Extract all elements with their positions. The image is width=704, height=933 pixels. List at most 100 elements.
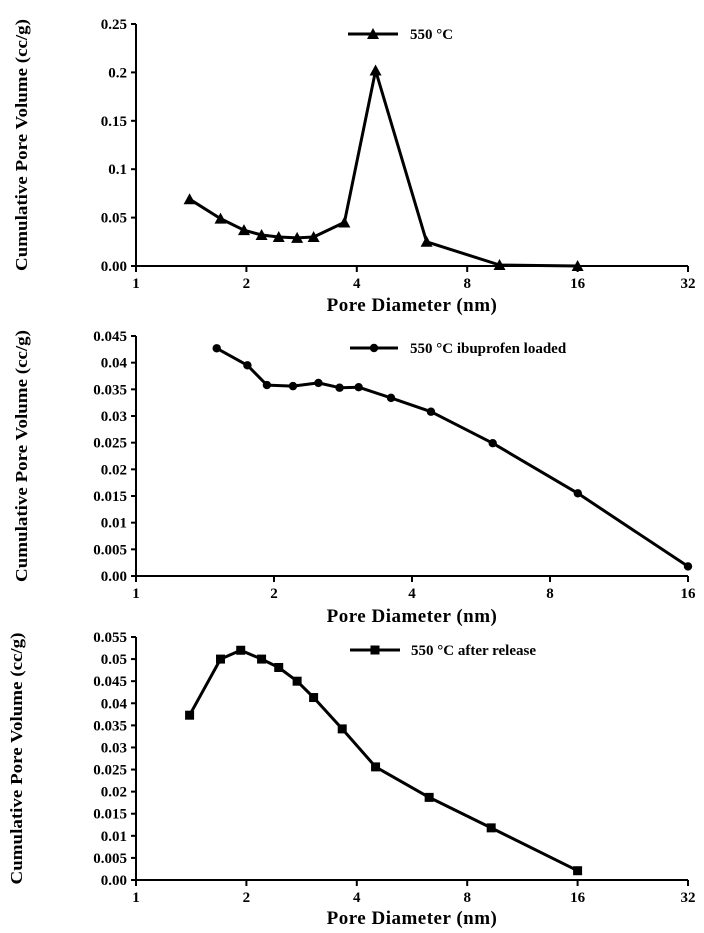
legend: 550 °C after release <box>350 643 536 659</box>
chart-panel-2: 0.00 0.005 0.01 0.015 0.02 0.025 0.03 0.035 0.04… <box>12 329 696 627</box>
series-line <box>188 69 578 268</box>
data-point <box>288 381 298 391</box>
y-tick-label: 0.015 <box>93 807 127 823</box>
data-point <box>573 489 583 498</box>
y-tick-label: 0.03 <box>101 740 127 756</box>
x-tick-label: 8 <box>546 586 554 602</box>
chart-panel-3: 0.00 0.005 0.01 0.015 0.02 0.025 0.03 0.035 0.04… <box>7 630 696 929</box>
data-point <box>338 216 351 228</box>
y-tick-label: 0.2 <box>108 65 127 81</box>
legend-marker <box>369 343 379 353</box>
x-tick-label: 4 <box>353 890 361 906</box>
y-tick-label: 0.03 <box>101 409 127 425</box>
data-point <box>255 229 268 241</box>
data-point <box>292 676 302 686</box>
legend: 550 °C <box>348 27 453 43</box>
data-point <box>309 693 319 703</box>
x-tick-label: 2 <box>270 586 278 602</box>
data-point <box>291 231 304 243</box>
data-point <box>257 654 267 664</box>
x-tick-label: 32 <box>681 276 696 292</box>
x-tick-label: 2 <box>243 890 251 906</box>
x-tick-label: 4 <box>353 276 361 292</box>
y-tick-label: 0.005 <box>93 542 127 558</box>
data-point <box>185 710 195 720</box>
x-tick-label: 4 <box>408 586 416 602</box>
series-line <box>215 346 689 568</box>
series-line <box>188 648 579 873</box>
data-point <box>420 235 433 247</box>
data-point <box>337 724 347 734</box>
data-point <box>236 645 246 655</box>
data-point <box>424 792 434 802</box>
data-point <box>272 230 285 242</box>
y-axis-label: Cumulative Pore Volume (cc/g) <box>12 330 31 582</box>
chart-panel-1: 0.00 0.05 0.1 0.15 0.2 0.25 1 2 4 8 16 32 Pore Diame… <box>12 17 696 316</box>
x-tick-label: 1 <box>132 586 140 602</box>
x-tick-label: 16 <box>570 890 586 906</box>
data-point <box>243 361 252 370</box>
data-point <box>262 380 272 390</box>
y-tick-label: 0.045 <box>93 329 127 345</box>
data-point <box>573 866 583 876</box>
data-point <box>488 439 497 448</box>
y-tick-label: 0.055 <box>93 630 127 646</box>
y-tick-label: 0.025 <box>93 436 127 452</box>
y-tick-label: 0.045 <box>93 674 127 690</box>
y-tick-label: 0.05 <box>101 652 127 668</box>
x-tick-label: 1 <box>132 890 140 906</box>
legend: 550 °C ibuprofen loaded <box>350 341 567 357</box>
data-point <box>216 654 226 664</box>
y-tick-label: 0.00 <box>101 259 127 275</box>
data-point <box>237 224 250 236</box>
y-tick-label: 0.02 <box>101 785 127 801</box>
y-tick-label: 0.005 <box>93 851 127 867</box>
data-point <box>493 259 506 271</box>
y-tick-label: 0.25 <box>101 17 127 33</box>
x-axis-label: Pore Diameter (nm) <box>327 908 498 929</box>
legend-label: 550 °C ibuprofen loaded <box>410 341 567 357</box>
legend-marker <box>370 645 380 655</box>
y-tick-label: 0.01 <box>101 516 127 532</box>
y-tick-label: 0.00 <box>101 569 127 585</box>
data-point <box>274 662 284 672</box>
y-tick-label: 0.1 <box>108 162 127 178</box>
legend-marker <box>367 28 379 39</box>
y-tick-label: 0.15 <box>101 114 127 130</box>
data-point <box>426 407 436 416</box>
data-point <box>683 562 693 571</box>
x-axis-label: Pore Diameter (nm) <box>327 295 498 316</box>
y-tick-label: 0.05 <box>101 211 127 227</box>
x-axis-label: Pore Diameter (nm) <box>327 606 498 627</box>
y-axis-label: Cumulative Pore Volume (cc/g) <box>12 19 31 271</box>
data-point <box>214 212 227 224</box>
x-tick-label: 2 <box>243 276 251 292</box>
data-point <box>369 64 382 76</box>
y-tick-label: 0.04 <box>101 696 128 712</box>
data-point <box>335 383 344 392</box>
x-tick-label: 32 <box>681 890 696 906</box>
legend-label: 550 °C <box>410 27 453 43</box>
x-tick-label: 8 <box>463 276 471 292</box>
legend-label: 550 °C after release <box>411 643 536 659</box>
data-point <box>571 260 584 271</box>
data-point <box>314 378 323 388</box>
x-tick-label: 8 <box>463 890 471 906</box>
data-point <box>371 762 381 772</box>
y-tick-label: 0.01 <box>101 829 127 845</box>
data-point <box>307 230 320 242</box>
y-tick-label: 0.02 <box>101 462 127 478</box>
data-point <box>486 823 496 833</box>
data-point <box>212 344 221 353</box>
y-tick-label: 0.04 <box>101 356 128 372</box>
y-axis-label: Cumulative Pore Volume (cc/g) <box>7 633 26 885</box>
x-tick-label: 16 <box>681 586 697 602</box>
y-tick-label: 0.035 <box>93 718 127 734</box>
y-tick-label: 0.025 <box>93 763 127 779</box>
x-tick-label: 16 <box>570 276 586 292</box>
data-point <box>354 383 363 392</box>
data-point <box>386 393 396 403</box>
x-tick-label: 1 <box>132 276 140 292</box>
data-point <box>183 193 196 205</box>
